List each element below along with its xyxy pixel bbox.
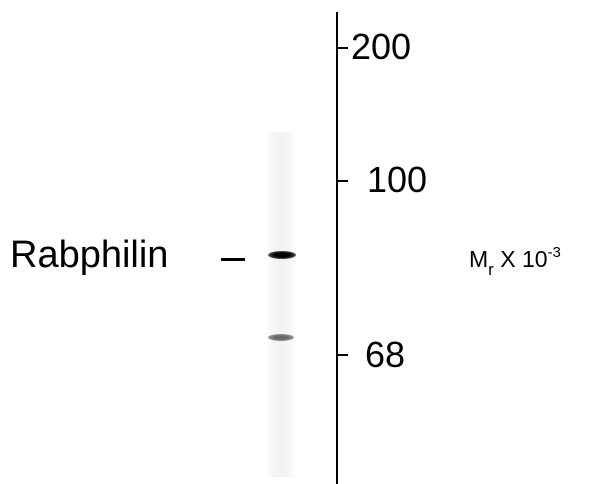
tick-68 xyxy=(338,354,348,356)
molecular-weight-unit-label: Mr X 10-3 xyxy=(469,245,561,278)
marker-label-68: 68 xyxy=(365,334,406,375)
mw-subscript: r xyxy=(488,260,494,279)
blot-band-lower xyxy=(268,334,294,341)
tick-200 xyxy=(338,47,348,49)
molecular-weight-axis xyxy=(336,12,338,484)
blot-band-rabphilin xyxy=(268,251,296,259)
mw-superscript: -3 xyxy=(547,244,561,261)
protein-pointer-dash xyxy=(221,258,245,261)
marker-label-200: 200 xyxy=(351,26,412,67)
blot-lane xyxy=(266,132,296,477)
tick-100 xyxy=(338,180,348,182)
mw-middle: X 10 xyxy=(493,246,548,272)
mw-main-letter: M xyxy=(469,246,489,272)
protein-label: Rabphilin xyxy=(10,234,169,276)
marker-label-100: 100 xyxy=(367,159,428,200)
